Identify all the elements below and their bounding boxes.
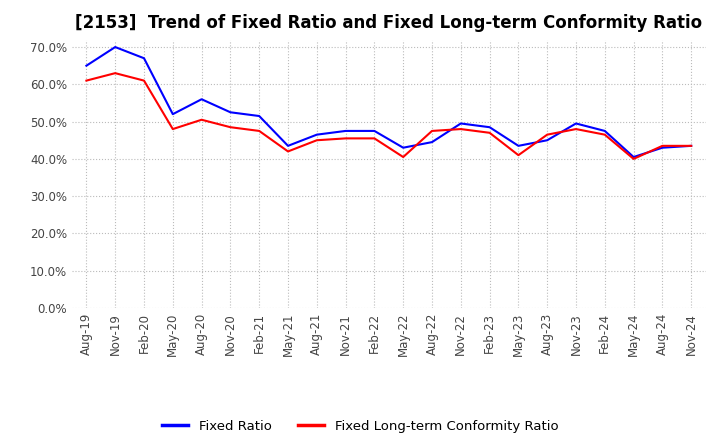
Fixed Ratio (111, 44, 120, 50)
Fixed Long-term Conformity Ratio (140, 78, 148, 83)
Fixed Ratio (226, 110, 235, 115)
Fixed Ratio (312, 132, 321, 137)
Fixed Ratio (658, 145, 667, 150)
Fixed Long-term Conformity Ratio (168, 126, 177, 132)
Fixed Long-term Conformity Ratio (572, 126, 580, 132)
Title: [2153]  Trend of Fixed Ratio and Fixed Long-term Conformity Ratio: [2153] Trend of Fixed Ratio and Fixed Lo… (75, 15, 703, 33)
Fixed Long-term Conformity Ratio (255, 128, 264, 134)
Fixed Long-term Conformity Ratio (111, 70, 120, 76)
Legend: Fixed Ratio, Fixed Long-term Conformity Ratio: Fixed Ratio, Fixed Long-term Conformity … (156, 414, 564, 438)
Fixed Ratio (485, 125, 494, 130)
Fixed Ratio (600, 128, 609, 134)
Fixed Long-term Conformity Ratio (226, 125, 235, 130)
Fixed Long-term Conformity Ratio (600, 132, 609, 137)
Fixed Long-term Conformity Ratio (485, 130, 494, 136)
Fixed Ratio (428, 139, 436, 145)
Fixed Ratio (284, 143, 292, 148)
Fixed Long-term Conformity Ratio (341, 136, 350, 141)
Fixed Long-term Conformity Ratio (428, 128, 436, 134)
Fixed Long-term Conformity Ratio (543, 132, 552, 137)
Line: Fixed Long-term Conformity Ratio: Fixed Long-term Conformity Ratio (86, 73, 691, 159)
Fixed Ratio (197, 97, 206, 102)
Fixed Long-term Conformity Ratio (456, 126, 465, 132)
Fixed Ratio (514, 143, 523, 148)
Fixed Long-term Conformity Ratio (82, 78, 91, 83)
Fixed Ratio (370, 128, 379, 134)
Fixed Ratio (456, 121, 465, 126)
Fixed Long-term Conformity Ratio (687, 143, 696, 148)
Fixed Ratio (572, 121, 580, 126)
Line: Fixed Ratio: Fixed Ratio (86, 47, 691, 157)
Fixed Ratio (341, 128, 350, 134)
Fixed Long-term Conformity Ratio (629, 156, 638, 161)
Fixed Long-term Conformity Ratio (284, 149, 292, 154)
Fixed Long-term Conformity Ratio (399, 154, 408, 160)
Fixed Ratio (168, 111, 177, 117)
Fixed Ratio (687, 143, 696, 148)
Fixed Long-term Conformity Ratio (658, 143, 667, 148)
Fixed Long-term Conformity Ratio (197, 117, 206, 122)
Fixed Ratio (399, 145, 408, 150)
Fixed Long-term Conformity Ratio (370, 136, 379, 141)
Fixed Long-term Conformity Ratio (514, 153, 523, 158)
Fixed Ratio (543, 138, 552, 143)
Fixed Ratio (82, 63, 91, 68)
Fixed Ratio (629, 154, 638, 160)
Fixed Ratio (255, 114, 264, 119)
Fixed Ratio (140, 55, 148, 61)
Fixed Long-term Conformity Ratio (312, 138, 321, 143)
